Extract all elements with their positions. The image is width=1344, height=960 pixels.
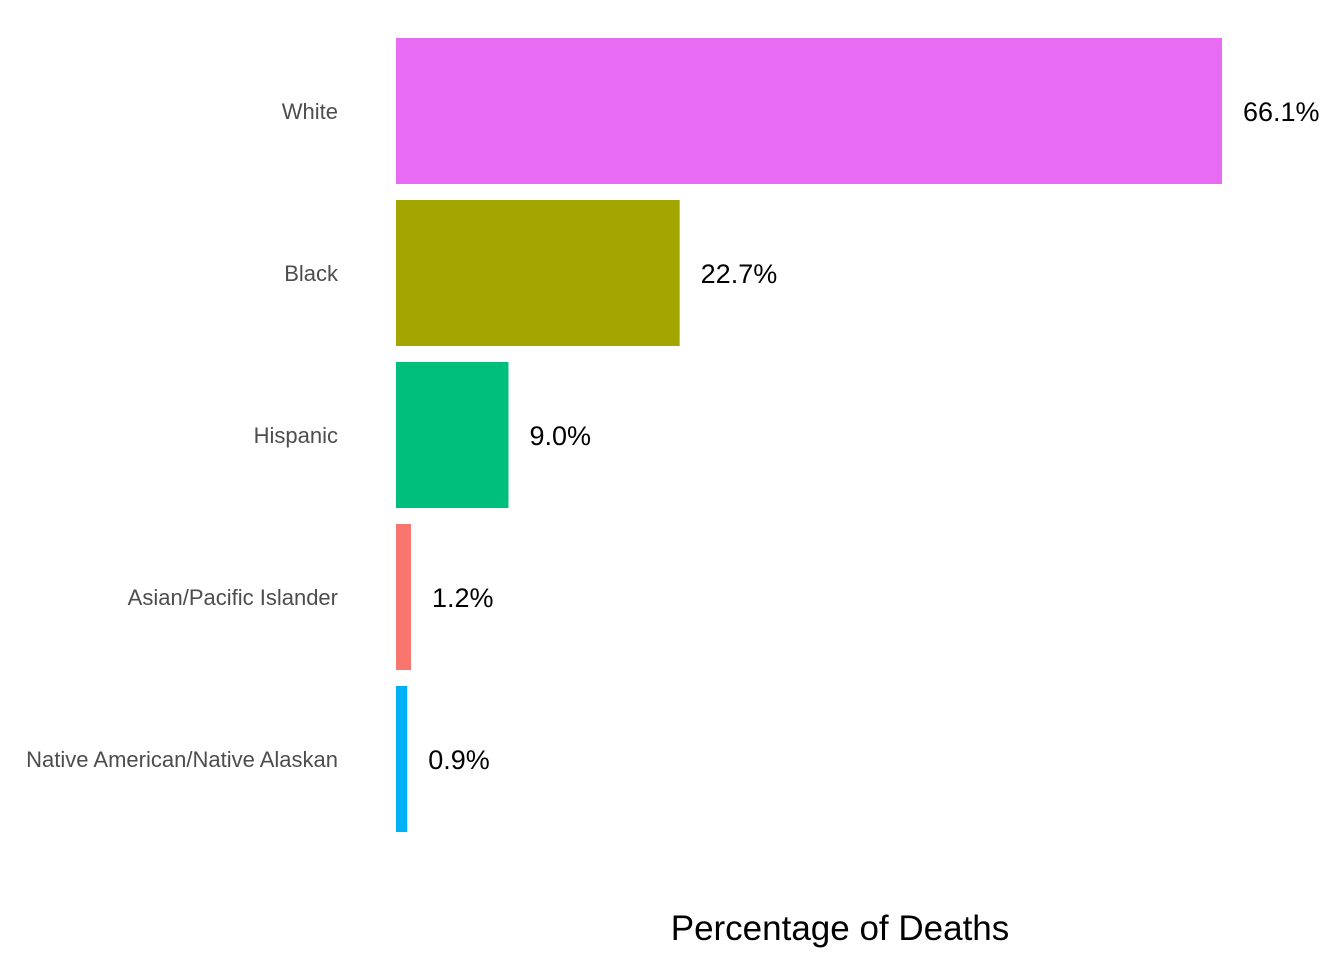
x-axis-title: Percentage of Deaths xyxy=(671,909,1010,948)
bar-3 xyxy=(396,524,411,670)
bar-4 xyxy=(396,686,408,832)
value-label: 1.2% xyxy=(432,583,494,613)
bar-2 xyxy=(396,362,509,508)
value-label: 9.0% xyxy=(529,421,591,451)
value-label: 0.9% xyxy=(428,745,490,775)
category-label: White xyxy=(282,99,338,124)
value-label: 66.1% xyxy=(1243,97,1320,127)
category-label: Asian/Pacific Islander xyxy=(128,585,338,610)
category-label: Hispanic xyxy=(254,423,338,448)
category-label: Native American/Native Alaskan xyxy=(26,747,338,772)
bar-1 xyxy=(396,200,680,346)
category-label: Black xyxy=(284,261,339,286)
value-label: 22.7% xyxy=(701,259,778,289)
bar-0 xyxy=(396,38,1222,184)
